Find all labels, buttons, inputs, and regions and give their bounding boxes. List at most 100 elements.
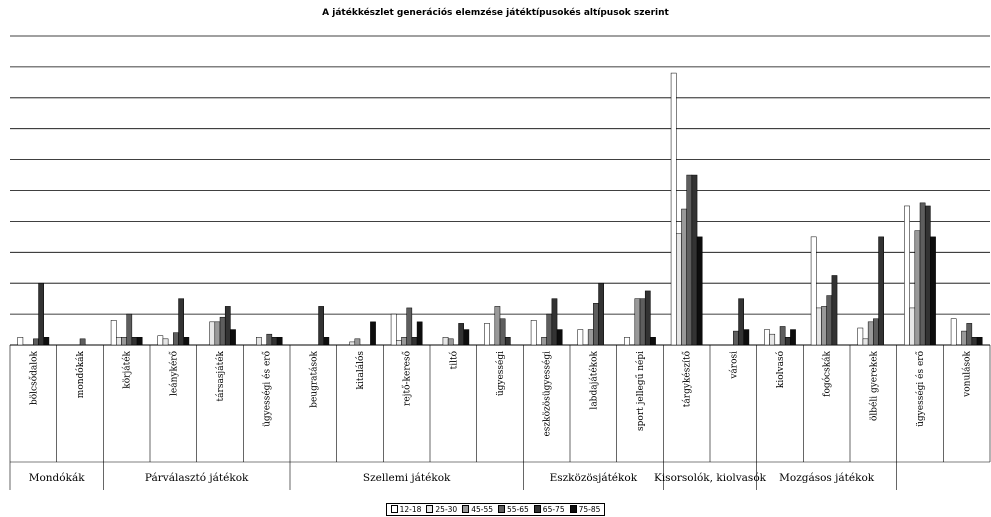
bar <box>577 329 584 346</box>
bar <box>406 307 413 346</box>
bar <box>686 174 693 346</box>
bar <box>463 329 470 346</box>
bar <box>271 337 278 346</box>
category-label: városi <box>728 351 739 380</box>
bar <box>676 233 682 346</box>
bar <box>276 337 283 346</box>
bar <box>821 306 827 346</box>
bar <box>919 202 926 346</box>
bar <box>779 326 786 346</box>
category-label: ölbéli gyerekek <box>868 350 879 421</box>
group-label: Párválasztó játékok <box>145 472 249 484</box>
bar <box>126 313 133 346</box>
bar <box>390 313 397 346</box>
bar <box>162 338 169 346</box>
group-label: Mozgásos játékok <box>779 472 875 484</box>
bar <box>950 318 957 346</box>
bar <box>971 337 978 346</box>
bar <box>116 337 122 346</box>
category-label: vonulások <box>962 350 973 397</box>
legend-label: 45-55 <box>471 504 493 514</box>
bar <box>396 340 402 346</box>
category-label: labdajátékok <box>588 350 599 409</box>
legend-label: 12-18 <box>399 504 422 514</box>
bar <box>354 338 361 346</box>
bar <box>930 236 936 346</box>
bar <box>323 337 330 346</box>
bar <box>670 72 677 346</box>
bar <box>556 329 563 346</box>
bar <box>733 330 739 346</box>
bar <box>831 275 838 346</box>
category-label: körjáték <box>122 350 133 388</box>
category-label: mondókák <box>75 350 86 398</box>
bar <box>131 337 138 346</box>
bar <box>764 329 770 346</box>
legend-item: 45-55 <box>462 505 493 514</box>
bar <box>230 329 236 346</box>
bar <box>458 323 464 346</box>
bar <box>769 333 776 346</box>
bar <box>650 337 656 346</box>
bar <box>598 282 604 346</box>
bar <box>551 298 558 346</box>
bar <box>624 337 630 346</box>
legend-label: 75-85 <box>578 504 601 514</box>
bar <box>136 337 143 346</box>
category-label: beugratások <box>308 350 319 407</box>
bar <box>587 329 594 346</box>
legend-label: 25-30 <box>435 504 458 514</box>
bar <box>541 337 547 346</box>
bar <box>499 318 506 346</box>
legend-box: 12-18 25-30 45-55 55-65 65-75 75-85 <box>385 502 606 516</box>
bar <box>784 337 791 346</box>
bar <box>961 330 967 346</box>
category-label: tiltó <box>448 351 459 369</box>
legend-item: 55-65 <box>498 505 529 514</box>
category-label: eszközösügyességi <box>542 351 553 437</box>
bar <box>219 316 226 346</box>
bar <box>416 321 423 346</box>
legend-item: 25-30 <box>426 505 457 514</box>
bar <box>909 307 916 346</box>
bar <box>639 298 646 346</box>
bar <box>266 333 273 346</box>
bar <box>681 208 687 346</box>
bar <box>442 337 449 346</box>
bar <box>634 298 641 346</box>
bar <box>924 205 931 346</box>
bar <box>862 338 869 346</box>
bar <box>110 320 117 346</box>
bar <box>904 205 910 346</box>
bar <box>696 236 703 346</box>
category-label: kiolvasó <box>775 351 786 388</box>
bar <box>209 321 216 346</box>
bar <box>411 337 418 346</box>
bar <box>530 320 537 346</box>
bar <box>318 306 324 346</box>
bar <box>966 323 973 346</box>
legend-label: 55-65 <box>507 504 529 514</box>
legend: 12-18 25-30 45-55 55-65 65-75 75-85 <box>0 498 991 517</box>
category-label: ügyességi <box>495 351 506 396</box>
bar <box>873 318 879 346</box>
bar <box>738 298 744 346</box>
group-label: Mondókák <box>29 472 86 484</box>
bar <box>349 341 356 346</box>
legend-item: 12-18 <box>390 504 422 514</box>
category-label: társasjáték <box>215 350 226 401</box>
bar <box>867 321 874 346</box>
bar <box>857 327 864 346</box>
legend-item: 65-75 <box>533 505 565 514</box>
bar <box>256 337 262 346</box>
bar <box>173 332 179 346</box>
category-label: ügyességi és erő <box>262 351 273 427</box>
bar <box>38 282 44 346</box>
bar <box>743 329 750 346</box>
bar <box>790 329 796 346</box>
bar <box>43 337 50 346</box>
group-label: Eszközösjátékok <box>550 472 638 484</box>
bar <box>370 321 376 346</box>
category-label: rejtő-kereső <box>402 351 413 406</box>
